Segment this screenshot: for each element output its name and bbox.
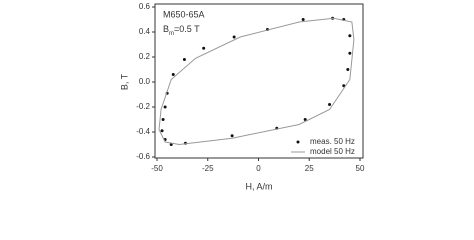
annotation: M650-65A — [163, 9, 205, 19]
data-point — [303, 118, 307, 121]
y-tick-label: 0.6 — [139, 2, 151, 11]
data-point — [182, 58, 186, 61]
annotation-part: =0.5 T — [174, 24, 200, 34]
x-tick-label: -25 — [202, 164, 214, 173]
data-point — [202, 46, 206, 50]
annotation: Bm=0.5 T — [163, 24, 200, 36]
data-point — [328, 103, 332, 106]
data-point — [301, 18, 305, 21]
y-tick-label: -0.4 — [136, 127, 150, 136]
y-tick-label: 0.2 — [139, 52, 151, 61]
y-axis-label: B, T — [119, 73, 129, 90]
legend-label: model 50 Hz — [310, 147, 355, 156]
model-line — [158, 17, 355, 146]
y-tick-label: -0.2 — [136, 102, 150, 111]
x-tick-label: 25 — [305, 164, 314, 173]
x-tick-label: -50 — [151, 164, 163, 173]
data-point — [232, 35, 236, 39]
x-tick-label: 50 — [356, 164, 365, 173]
legend-label: meas. 50 Hz — [310, 137, 355, 146]
data-point — [230, 134, 234, 138]
data-point — [161, 118, 165, 121]
legend-marker — [296, 140, 300, 144]
data-point — [160, 129, 164, 133]
y-tick-label: 0.4 — [139, 27, 151, 36]
data-point — [163, 105, 167, 109]
chart: H, A/m B, T M650-65A Bm=0.5 T -50 -25 0 25 5… — [119, 2, 365, 191]
x-axis-label: H, A/m — [245, 181, 272, 191]
x-tick-label: 0 — [256, 164, 261, 173]
annotation-sub: m — [169, 31, 174, 37]
y-tick-label: 0.0 — [139, 77, 151, 86]
annotation-part: B — [163, 24, 169, 34]
data-point — [348, 51, 352, 55]
data-point — [169, 143, 173, 146]
data-point — [346, 68, 350, 71]
y-tick-label: -0.6 — [136, 152, 150, 161]
data-point — [348, 34, 352, 38]
data-point — [171, 73, 175, 76]
